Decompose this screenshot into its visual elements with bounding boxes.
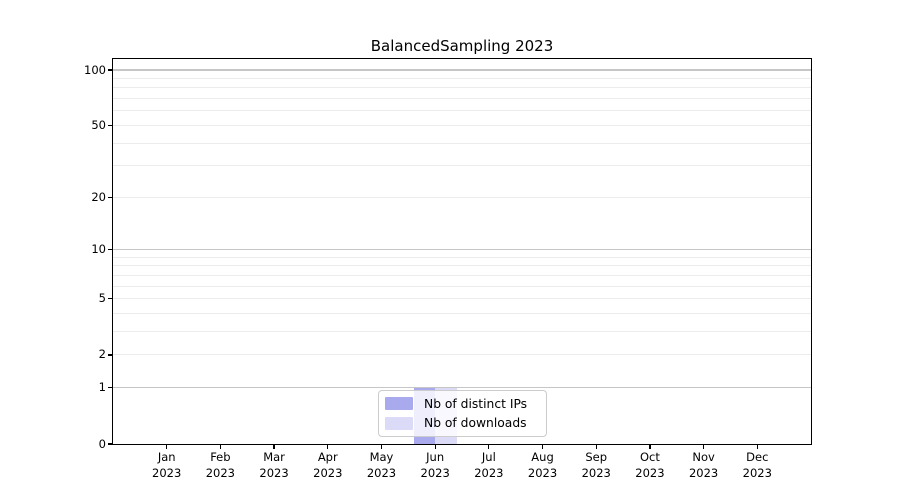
minor-gridline [113, 265, 811, 267]
x-axis-tick-label: Sep 2023 [569, 450, 623, 481]
x-month-label: Dec [746, 450, 769, 464]
x-year-label: 2023 [742, 465, 772, 480]
minor-gridline [113, 98, 811, 100]
legend-swatch-distinct-ips-icon [385, 397, 413, 411]
minor-gridline [113, 256, 811, 258]
x-month-label: Jan [157, 450, 176, 464]
x-axis-tick [273, 444, 275, 449]
x-axis-tick [380, 444, 383, 449]
x-year-label: 2023 [313, 465, 343, 480]
x-month-label: Jul [481, 450, 496, 464]
x-month-label: Mar [263, 450, 285, 464]
x-year-label: 2023 [527, 465, 558, 480]
y-axis-tick [108, 249, 113, 251]
x-month-label: Feb [210, 450, 231, 464]
x-axis-tick-label: Dec 2023 [730, 450, 784, 481]
x-year-label: 2023 [581, 465, 611, 480]
x-axis-tick-label: Oct 2023 [623, 450, 677, 481]
minor-gridline [113, 196, 811, 198]
x-month-label: Aug [531, 450, 554, 464]
minor-gridline [113, 110, 811, 112]
x-year-label: 2023 [420, 465, 450, 480]
x-axis-tick-label: Jul 2023 [462, 450, 516, 481]
x-year-label: 2023 [474, 465, 504, 480]
minor-gridline [113, 165, 811, 167]
y-axis-tick-label: 5 [98, 291, 106, 306]
y-axis-tick [108, 69, 113, 71]
y-axis-tick-label: 50 [91, 117, 106, 132]
x-axis-tick [327, 444, 329, 449]
legend-item-distinct-ips: Nb of distinct IPs [385, 397, 546, 411]
x-axis-tick [703, 444, 705, 449]
x-month-label: May [369, 450, 394, 464]
x-axis-tick [219, 444, 221, 449]
x-year-label: 2023 [259, 465, 289, 480]
y-axis-tick [108, 443, 113, 445]
x-axis-tick-label: May 2023 [354, 450, 408, 481]
x-axis-tick-label: Aug 2023 [516, 450, 570, 481]
legend-swatch-downloads-icon [385, 416, 413, 430]
minor-gridline [113, 142, 811, 144]
x-axis-tick-label: Mar 2023 [247, 450, 301, 481]
x-month-label: Jun [426, 450, 445, 464]
x-month-label: Apr [317, 450, 338, 464]
y-axis-tick-label: 1 [98, 380, 106, 395]
plot-area [112, 58, 812, 445]
major-gridline [113, 69, 811, 71]
x-axis-tick-label: Apr 2023 [301, 450, 355, 481]
chart-title: BalancedSampling 2023 [370, 37, 554, 55]
y-axis-tick-label: 100 [84, 62, 106, 77]
y-axis-tick [108, 298, 113, 300]
x-axis-tick [166, 444, 168, 449]
y-axis-tick [108, 387, 113, 389]
x-axis-tick-label: Feb 2023 [193, 450, 247, 481]
minor-gridline [113, 354, 811, 356]
x-month-label: Oct [639, 450, 660, 464]
x-axis-tick [488, 444, 490, 449]
x-axis-tick-label: Jun 2023 [408, 450, 462, 481]
x-year-label: 2023 [688, 465, 719, 480]
x-axis-tick [434, 444, 436, 449]
minor-gridline [113, 124, 811, 126]
major-gridline [113, 387, 811, 389]
x-axis-tick-label: Jan 2023 [140, 450, 194, 481]
x-month-label: Sep [585, 450, 608, 464]
x-axis-tick [541, 444, 544, 449]
x-year-label: 2023 [205, 465, 236, 480]
y-axis-tick [108, 124, 113, 126]
minor-gridline [113, 285, 811, 287]
minor-gridline [113, 331, 811, 333]
y-axis-tick-label: 0 [98, 436, 106, 451]
legend: Nb of distinct IPs Nb of downloads [378, 390, 547, 437]
legend-label-downloads: Nb of downloads [424, 416, 527, 431]
legend-label-distinct-ips: Nb of distinct IPs [424, 396, 528, 411]
y-axis-tick-label: 2 [98, 347, 106, 362]
y-axis-tick [108, 354, 113, 356]
minor-gridline [113, 298, 811, 300]
y-axis-tick-label: 20 [91, 189, 106, 204]
y-axis-tick-label: 10 [91, 242, 106, 257]
minor-gridline [113, 87, 811, 89]
x-axis-tick [595, 444, 597, 449]
x-axis-tick [649, 444, 651, 449]
minor-gridline [113, 77, 811, 79]
x-year-label: 2023 [635, 465, 665, 480]
x-month-label: Nov [692, 450, 715, 464]
legend-item-downloads: Nb of downloads [385, 416, 546, 430]
minor-gridline [113, 313, 811, 315]
x-axis-tick-label: Nov 2023 [677, 450, 731, 481]
major-gridline [113, 249, 811, 251]
x-year-label: 2023 [152, 465, 182, 480]
minor-gridline [113, 274, 811, 276]
x-axis-tick [756, 444, 758, 449]
x-year-label: 2023 [366, 465, 397, 480]
y-axis-tick [108, 196, 113, 198]
